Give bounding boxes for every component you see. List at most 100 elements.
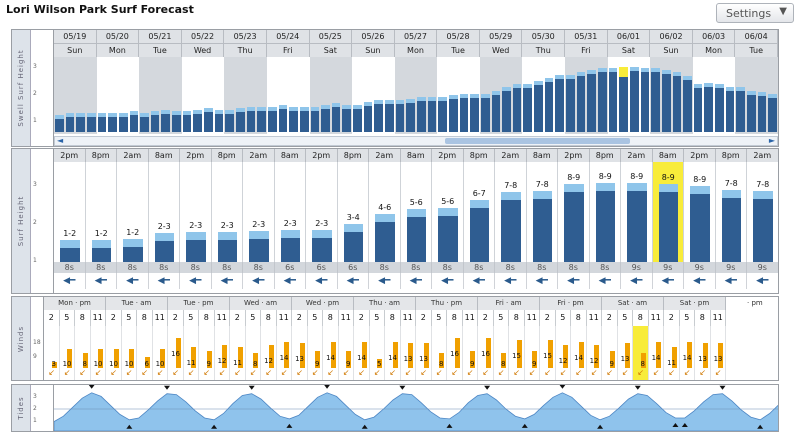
scroll-left-icon[interactable]: ◄	[57, 136, 64, 145]
wind-day-header: Wed · pm	[292, 297, 354, 310]
swell-bar-cap	[172, 111, 181, 116]
scroll-thumb[interactable]	[445, 138, 630, 144]
wind-hour: 11	[587, 310, 602, 326]
direction-arrow-icon: ◀━	[86, 273, 117, 289]
low-tide-marker	[286, 423, 293, 428]
settings-dropdown[interactable]: Settings ▼	[716, 3, 794, 23]
wind-hour: 11	[339, 310, 354, 326]
surf-column	[117, 162, 149, 262]
wind-speed-value: 15	[543, 351, 552, 360]
wind-speed-bar	[253, 352, 258, 368]
high-tide-marker	[719, 385, 726, 390]
swell-bar	[108, 112, 117, 132]
wind-speed-value: 9	[206, 360, 211, 368]
surf-bar	[753, 191, 773, 262]
surf-bar	[60, 240, 80, 262]
wind-speed-value: 9	[315, 360, 320, 368]
swell-panel: Swell Surf Height 3 2 1 05/19 Sun 05/20 Mon…	[11, 29, 779, 147]
wind-speed-bar	[144, 356, 150, 368]
day-header: 06/01 Sat	[607, 30, 651, 57]
surf-column	[527, 162, 558, 262]
wind-hour: 11	[401, 310, 416, 326]
wind-speed-value: 14	[682, 353, 692, 362]
time-header: 8am	[526, 149, 558, 162]
swell-bar	[385, 100, 394, 132]
wind-direction-icon: ↙	[575, 368, 583, 377]
wind-speed-value: 14	[357, 353, 366, 362]
surf-bar-cap	[532, 191, 552, 200]
direction-arrow-icon: ◀━	[180, 273, 212, 289]
wind-hour: 2	[230, 310, 246, 326]
wind-speed-bar	[330, 341, 336, 368]
low-tide-marker	[521, 423, 528, 428]
wind-direction-icon: ↙	[218, 368, 226, 377]
day-header: 06/03 Mon	[692, 30, 736, 57]
high-tide-marker	[559, 385, 566, 389]
swell-scrollbar[interactable]: ◄ ►	[54, 136, 778, 146]
wind-speed-bar	[82, 352, 88, 368]
axis-tick: 2	[33, 219, 37, 226]
day-date: 05/24	[266, 30, 309, 44]
wind-direction-icon: ↙	[668, 368, 676, 377]
surf-column	[558, 162, 590, 262]
swell-bar	[353, 104, 362, 132]
swell-bar	[736, 87, 746, 132]
swell-bar	[257, 106, 266, 132]
swell-bar	[523, 84, 533, 132]
wind-speed-bar	[268, 345, 274, 368]
swell-bar	[86, 112, 96, 132]
tides-axis-label: Tides	[17, 396, 25, 420]
swell-bar-cap	[640, 68, 650, 73]
direction-arrow-icon: ◀━	[432, 273, 464, 289]
swell-bar-cap	[161, 109, 171, 114]
swell-bar-cap	[704, 82, 714, 87]
wind-direction-icon: ↙	[342, 368, 350, 377]
wind-cell: 13 ↙	[711, 326, 726, 380]
day-date: 06/02	[650, 30, 692, 44]
surf-height-label: 2-3	[283, 219, 297, 229]
surf-bar	[280, 230, 300, 262]
wind-direction-icon: ↙	[559, 368, 567, 377]
wind-hour: 2	[106, 310, 122, 326]
surf-height-label: 8-9	[567, 173, 581, 182]
wind-cell: 12 ↙	[587, 326, 602, 380]
surf-height-label: 1-2	[94, 229, 108, 238]
time-header: 8am	[779, 149, 780, 162]
direction-arrow-icon: ◀━	[653, 273, 684, 289]
swell-bar-cap	[193, 109, 203, 114]
wind-direction-icon: ↙	[513, 368, 521, 377]
day-weekday: Fri	[581, 46, 591, 55]
scroll-right-icon[interactable]: ►	[768, 136, 775, 145]
swell-bar	[193, 109, 203, 132]
swell-bar-cap	[182, 111, 192, 116]
wind-speed-bar	[640, 352, 646, 368]
swell-bar-cap	[672, 71, 682, 76]
wind-hour: 2	[602, 310, 618, 326]
surf-bar	[469, 200, 489, 262]
day-weekday: Sun	[67, 46, 83, 55]
wind-hour: 11	[649, 310, 664, 326]
wind-hour: 5	[122, 310, 137, 326]
wind-hour: 5	[246, 310, 261, 326]
time-header: 8am	[652, 149, 684, 162]
wind-direction-icon: ↙	[265, 368, 273, 377]
swell-bar-cap	[544, 77, 554, 82]
wind-day-header: Mon · pm	[44, 297, 106, 310]
tide-chart	[54, 385, 778, 431]
swell-bar-cap	[236, 108, 245, 113]
swell-bar	[267, 106, 277, 132]
surf-height-label: 5-6	[441, 197, 455, 206]
swell-bar	[76, 112, 85, 132]
swell-period: 8s	[526, 262, 558, 273]
surf-bar-cap	[406, 208, 426, 217]
wind-cell: 14 ↙	[354, 326, 370, 380]
swell-period: 8s	[117, 262, 149, 273]
wind-hour: 5	[370, 310, 385, 326]
time-header: 8pm	[85, 149, 117, 162]
wind-speed-value: 11	[233, 359, 242, 368]
swell-period: 9s	[779, 262, 780, 273]
day-header: 05/24 Fri	[266, 30, 310, 57]
direction-arrow-icon: ◀━	[54, 273, 86, 289]
swell-period: 8s	[400, 262, 432, 273]
axis-tick: 1	[33, 417, 37, 424]
